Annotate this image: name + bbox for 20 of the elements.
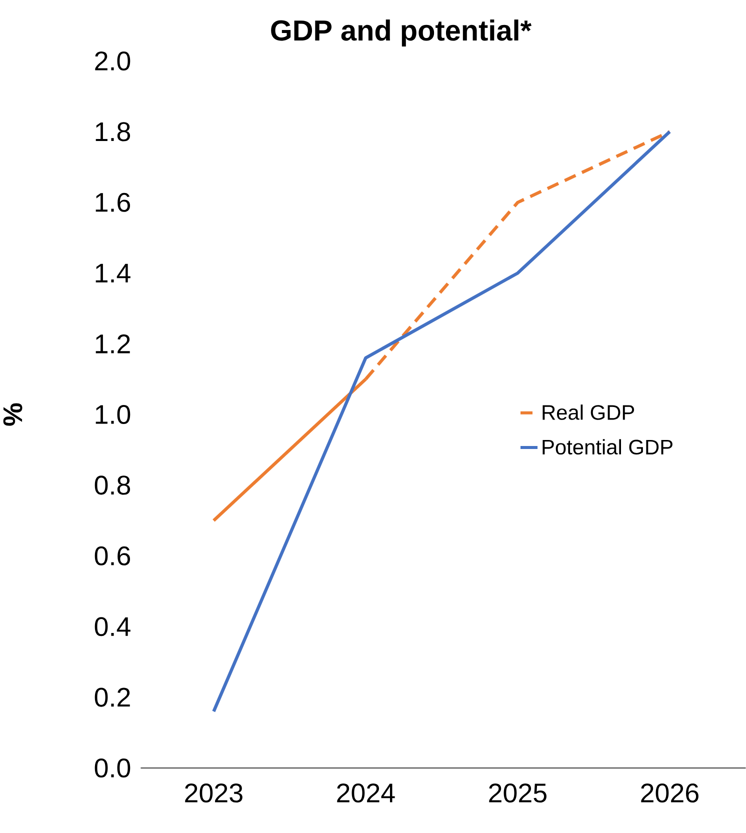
y-tick-label: 0.8 — [94, 476, 130, 495]
y-tick-label: 0.2 — [94, 688, 130, 707]
y-tick-label: 0.0 — [94, 758, 130, 778]
legend-label: Potential GDP — [542, 439, 672, 455]
x-tick-label: 2026 — [641, 784, 698, 803]
x-tick-label: 2024 — [337, 784, 395, 803]
y-tick-label: 0.4 — [94, 617, 130, 636]
y-tick-label: 1.0 — [96, 404, 130, 424]
y-axis-title: % — [3, 403, 22, 426]
chart-title: GDP and potential* — [271, 20, 532, 46]
y-tick-label: 1.6 — [96, 192, 130, 212]
y-tick-label: 0.6 — [94, 546, 130, 566]
y-tick-label: 1.4 — [96, 264, 130, 282]
y-tick-label: 2.0 — [95, 51, 130, 71]
x-tick-label: 2023 — [185, 784, 242, 803]
x-tick-label: 2025 — [489, 784, 546, 803]
legend-label: Real GDP — [542, 404, 634, 420]
y-tick-label: 1.8 — [96, 122, 130, 142]
line-series — [212, 130, 672, 714]
y-tick-label: 1.2 — [96, 334, 130, 354]
